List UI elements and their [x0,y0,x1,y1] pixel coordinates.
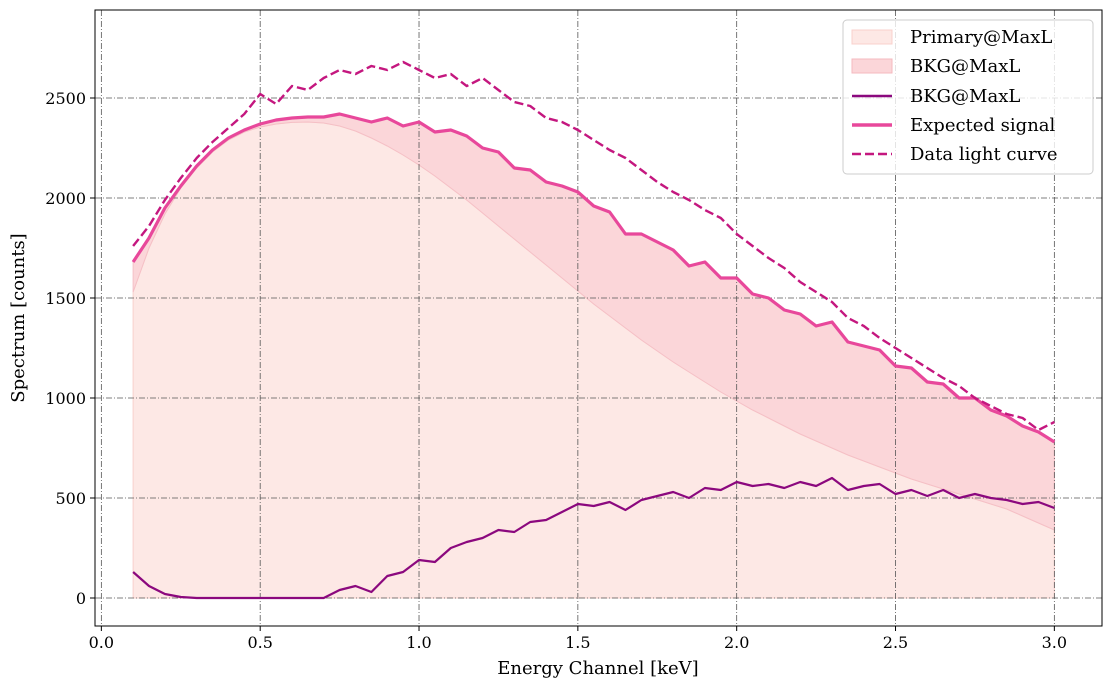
x-tick-label: 0.0 [89,633,114,652]
y-tick-label: 2500 [45,89,86,108]
y-tick-label: 0 [76,589,86,608]
x-tick-label: 1.5 [565,633,590,652]
y-axis-label: Spectrum [counts] [8,233,29,402]
bkg-line [132,476,1055,600]
y-tick-label: 500 [55,489,86,508]
x-tick-label: 2.0 [724,633,749,652]
legend-swatch-bkg-fill [851,58,893,74]
tick-layer: 0.0 0.5 1.0 1.5 2.0 2.5 3.0 0 500 1000 1500 2000 250… [45,89,1067,652]
plot-frame [94,9,1103,627]
y-tick-label: 1500 [45,289,86,308]
line-layer [131,60,1056,600]
legend-swatch-primary [851,29,893,45]
legend-label-expected: Expected signal [910,115,1056,136]
legend-label-primary: Primary@MaxL [910,27,1052,48]
x-tick-label: 0.5 [247,633,272,652]
expected-signal-line [131,112,1056,444]
fill-layer [132,113,1055,599]
legend-box [842,19,1094,175]
x-tick-label: 2.5 [883,633,908,652]
grid-layer [95,10,1102,626]
y-tick-label: 2000 [45,189,86,208]
x-tick-label: 1.0 [406,633,431,652]
legend-label-data: Data light curve [910,144,1058,165]
legend: Primary@MaxL BKG@MaxL BKG@MaxL Expected … [842,19,1094,175]
x-tick-label: 3.0 [1042,633,1067,652]
legend-label-bkg-line: BKG@MaxL [910,86,1020,107]
data-light-curve-line [132,60,1055,432]
x-axis-label: Energy Channel [keV] [497,658,698,679]
legend-label-bkg-fill: BKG@MaxL [910,56,1020,77]
y-tick-label: 1000 [45,389,86,408]
